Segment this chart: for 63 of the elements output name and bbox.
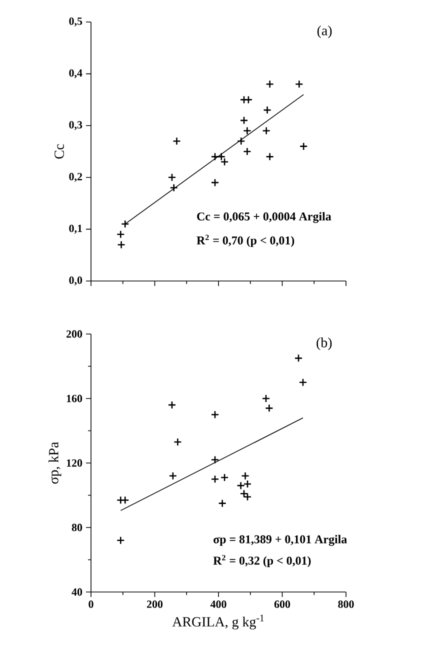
point <box>243 147 252 156</box>
y-tick-label: 200 <box>66 330 82 338</box>
point <box>117 240 126 249</box>
point <box>120 220 130 228</box>
point <box>174 438 182 446</box>
x-axis-title: ARGILA, g kg$^{-1}$ <box>172 614 264 630</box>
point <box>240 489 248 498</box>
point <box>241 472 250 480</box>
y-axis-title: Cc <box>54 144 64 159</box>
annotation: R$^{2}$ = 0,32 (p < 0,01) <box>213 554 311 568</box>
y-tick-label: 0,1 <box>69 224 82 234</box>
annotation: (b) <box>316 338 332 350</box>
point <box>294 80 304 88</box>
point <box>244 96 253 104</box>
point <box>120 496 130 504</box>
point <box>116 536 125 545</box>
y-tick-label: 160 <box>66 394 82 402</box>
y-tick-label: 0,3 <box>69 121 82 130</box>
x-tick-label: 200 <box>146 600 163 608</box>
annotation: R$^{2}$ = 0,70 (p < 0,01) <box>196 234 294 247</box>
point <box>236 481 245 490</box>
annotation: (a) <box>317 26 332 38</box>
point <box>168 400 176 410</box>
point <box>240 116 248 125</box>
y-tick-label: 0,5 <box>69 18 82 26</box>
point <box>243 480 252 488</box>
point <box>168 472 178 480</box>
point <box>294 354 303 362</box>
point <box>266 152 274 161</box>
point <box>265 404 274 412</box>
point <box>168 173 176 182</box>
x-tick-label: 600 <box>274 600 290 608</box>
y-tick-label: 80 <box>72 524 82 532</box>
x-tick-label: 0 <box>88 600 94 608</box>
point <box>220 473 229 482</box>
y-tick-label: 120 <box>66 459 82 467</box>
point <box>262 126 270 135</box>
annotation: σp = 81,389 + 0,101 Argila <box>214 534 347 546</box>
x-tick-label: 800 <box>338 600 354 608</box>
point <box>262 394 270 403</box>
point <box>266 80 274 88</box>
point <box>263 106 272 114</box>
point <box>210 456 220 464</box>
point <box>210 178 220 187</box>
y-tick-label: 40 <box>72 588 82 596</box>
point <box>210 474 220 484</box>
point <box>236 136 246 146</box>
point <box>170 184 178 192</box>
point <box>243 492 252 502</box>
point <box>172 136 181 146</box>
point <box>210 152 220 161</box>
point <box>116 230 125 239</box>
y-axis-title: σp, kPa <box>48 442 62 484</box>
point <box>243 126 252 135</box>
annotation: Cc = 0,065 + 0,0004 Argila <box>197 212 332 224</box>
y-tick-label: 0,4 <box>69 69 82 78</box>
y-tick-label: 0,2 <box>69 172 82 182</box>
point <box>298 378 308 387</box>
y-tick-label: 0,0 <box>69 276 82 286</box>
point <box>210 410 220 419</box>
point <box>299 142 308 150</box>
x-tick-label: 400 <box>210 600 226 608</box>
point <box>218 499 226 508</box>
